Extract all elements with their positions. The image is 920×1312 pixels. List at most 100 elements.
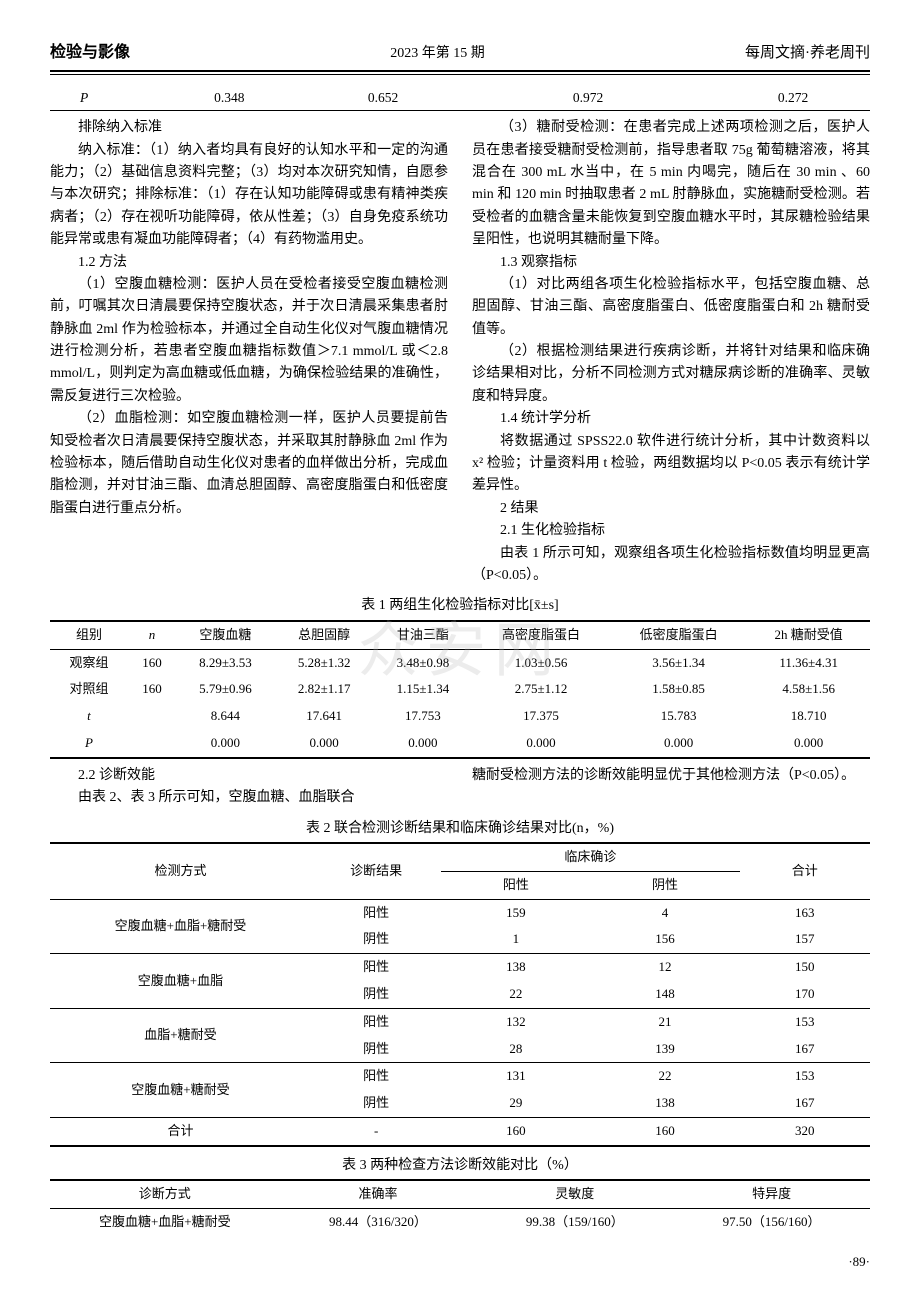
table2-caption: 表 2 联合检测诊断结果和临床确诊结果对比(n，%): [50, 818, 870, 840]
t2-method-cell: 空腹血糖+血脂+糖耐受: [50, 899, 311, 954]
left-p1: 纳入标准：（1）纳入者均具有良好的认知水平和一定的沟通能力；（2）基础信息资料完…: [50, 140, 448, 252]
t2h-total: 合计: [740, 843, 870, 899]
page-header: 检验与影像 2023 年第 15 期 每周文摘·养老周刊: [50, 40, 870, 72]
t2-cell: 153: [740, 1063, 870, 1090]
t1r3c3: 0.000: [275, 730, 374, 758]
left-column: 排除纳入标准 纳入标准：（1）纳入者均具有良好的认知水平和一定的沟通能力；（2）…: [50, 117, 448, 587]
t2-cell: 22: [441, 981, 590, 1008]
right-p2: （1）对比两组各项生化检验指标水平，包括空腹血糖、总胆固醇、甘油三酯、高密度脂蛋…: [472, 274, 870, 341]
t2-cell: 28: [441, 1036, 590, 1063]
t2-cell: 阴性: [311, 1036, 441, 1063]
t2-cell: 138: [590, 1090, 739, 1117]
t2-cell: 160: [441, 1117, 590, 1145]
right-column: （3）糖耐受检测：在患者完成上述两项检测之后，医护人员在患者接受糖耐受检测前，指…: [472, 117, 870, 587]
t2-method-cell: 血脂+糖耐受: [50, 1008, 311, 1063]
t3h1: 准确率: [280, 1180, 477, 1208]
table1-row-3: P 0.000 0.000 0.000 0.000 0.000 0.000: [50, 730, 870, 758]
p-v3: 0.972: [460, 85, 716, 111]
t2-cell: 阴性: [311, 1090, 441, 1117]
t1r2c2: 8.644: [176, 703, 275, 730]
right-p3: （2）根据检测结果进行疾病诊断，并将针对结果和临床确诊结果相对比，分析不同检测方…: [472, 341, 870, 408]
t3r0c2: 99.38（159/160）: [476, 1208, 673, 1235]
t1h6: 低密度脂蛋白: [610, 621, 748, 649]
mid-left: 2.2 诊断效能 由表 2、表 3 所示可知，空腹血糖、血脂联合: [50, 765, 448, 810]
mid-right: 糖耐受检测方法的诊断效能明显优于其他检测方法（P<0.05）。: [472, 765, 870, 810]
table2-head-row1: 检测方式 诊断结果 临床确诊 合计: [50, 843, 870, 871]
table1-caption: 表 1 两组生化检验指标对比[x̄±s]: [50, 595, 870, 617]
t2-cell: 163: [740, 899, 870, 926]
p-v2: 0.652: [306, 85, 460, 111]
table3: 诊断方式 准确率 灵敏度 特异度 空腹血糖+血脂+糖耐受 98.44（316/3…: [50, 1179, 870, 1236]
t1r2c7: 18.710: [747, 703, 870, 730]
table2-row: 空腹血糖+糖耐受阳性13122153: [50, 1063, 870, 1090]
t2h-pos: 阳性: [441, 871, 590, 899]
t1r3c5: 0.000: [472, 730, 610, 758]
t2-cell: 167: [740, 1090, 870, 1117]
t1r1c1: 160: [128, 676, 176, 703]
t3r0c1: 98.44（316/320）: [280, 1208, 477, 1235]
t2-cell: 阳性: [311, 1008, 441, 1035]
table3-row-0: 空腹血糖+血脂+糖耐受 98.44（316/320） 99.38（159/160…: [50, 1208, 870, 1235]
table2-row: 合计-160160320: [50, 1117, 870, 1145]
t1r2c3: 17.641: [275, 703, 374, 730]
t2-cell: 132: [441, 1008, 590, 1035]
t3h0: 诊断方式: [50, 1180, 280, 1208]
t2-cell: 138: [441, 954, 590, 981]
t1h7: 2h 糖耐受值: [747, 621, 870, 649]
t1h4: 甘油三酯: [374, 621, 473, 649]
table2: 检测方式 诊断结果 临床确诊 合计 阳性 阴性 空腹血糖+血脂+糖耐受阳性159…: [50, 842, 870, 1147]
t2-cell: 148: [590, 981, 739, 1008]
t1r1c5: 2.75±1.12: [472, 676, 610, 703]
table1-row-0: 观察组 160 8.29±3.53 5.28±1.32 3.48±0.98 1.…: [50, 649, 870, 676]
t2-cell: 阳性: [311, 1063, 441, 1090]
top-p-row-table: P 0.348 0.652 0.972 0.272: [50, 85, 870, 112]
header-left: 检验与影像: [50, 40, 130, 66]
t1r2c4: 17.753: [374, 703, 473, 730]
main-two-column: 排除纳入标准 纳入标准：（1）纳入者均具有良好的认知水平和一定的沟通能力；（2）…: [50, 117, 870, 587]
t2h-neg: 阴性: [590, 871, 739, 899]
t2-cell: 167: [740, 1036, 870, 1063]
t2-cell: 21: [590, 1008, 739, 1035]
t2-cell: 阳性: [311, 954, 441, 981]
table3-caption: 表 3 两种检查方法诊断效能对比（%）: [50, 1155, 870, 1177]
sec-2-1: 2.1 生化检验指标: [472, 520, 870, 542]
t1h1: n: [128, 621, 176, 649]
t1r3c2: 0.000: [176, 730, 275, 758]
table2-row: 血脂+糖耐受阳性13221153: [50, 1008, 870, 1035]
t1r0c0: 观察组: [50, 649, 128, 676]
t2-cell: -: [311, 1117, 441, 1145]
sec-2-2: 2.2 诊断效能: [50, 765, 448, 787]
t3r0c0: 空腹血糖+血脂+糖耐受: [50, 1208, 280, 1235]
t1r1c7: 4.58±1.56: [747, 676, 870, 703]
t2-cell: 160: [590, 1117, 739, 1145]
t2-cell: 157: [740, 926, 870, 953]
t1r1c6: 1.58±0.85: [610, 676, 748, 703]
t2-method-cell: 空腹血糖+糖耐受: [50, 1063, 311, 1118]
t1r3c7: 0.000: [747, 730, 870, 758]
p-v1: 0.348: [152, 85, 306, 111]
header-right: 每周文摘·养老周刊: [745, 41, 870, 65]
t2-cell: 22: [590, 1063, 739, 1090]
header-center: 2023 年第 15 期: [390, 43, 485, 65]
table1: 组别 n 空腹血糖 总胆固醇 甘油三酯 高密度脂蛋白 低密度脂蛋白 2h 糖耐受…: [50, 620, 870, 759]
t2-method-cell: 空腹血糖+血脂: [50, 954, 311, 1009]
t2-method-cell: 合计: [50, 1117, 311, 1145]
t2-cell: 320: [740, 1117, 870, 1145]
t3h3: 特异度: [673, 1180, 870, 1208]
table3-header-row: 诊断方式 准确率 灵敏度 特异度: [50, 1180, 870, 1208]
t1h5: 高密度脂蛋白: [472, 621, 610, 649]
t2h-result: 诊断结果: [311, 843, 441, 899]
t1h0: 组别: [50, 621, 128, 649]
table2-row: 空腹血糖+血脂+糖耐受阳性1594163: [50, 899, 870, 926]
right-p1: （3）糖耐受检测：在患者完成上述两项检测之后，医护人员在患者接受糖耐受检测前，指…: [472, 117, 870, 251]
t2-cell: 29: [441, 1090, 590, 1117]
table1-header-row: 组别 n 空腹血糖 总胆固醇 甘油三酯 高密度脂蛋白 低密度脂蛋白 2h 糖耐受…: [50, 621, 870, 649]
t2-cell: 159: [441, 899, 590, 926]
t1r3c1: [128, 730, 176, 758]
t2-cell: 150: [740, 954, 870, 981]
t2-cell: 4: [590, 899, 739, 926]
t1h2: 空腹血糖: [176, 621, 275, 649]
mid-two-column: 2.2 诊断效能 由表 2、表 3 所示可知，空腹血糖、血脂联合 糖耐受检测方法…: [50, 765, 870, 810]
left-p2: （1）空腹血糖检测：医护人员在受检者接受空腹血糖检测前，叮嘱其次日清晨要保持空腹…: [50, 274, 448, 408]
table1-row-2: t 8.644 17.641 17.753 17.375 15.783 18.7…: [50, 703, 870, 730]
